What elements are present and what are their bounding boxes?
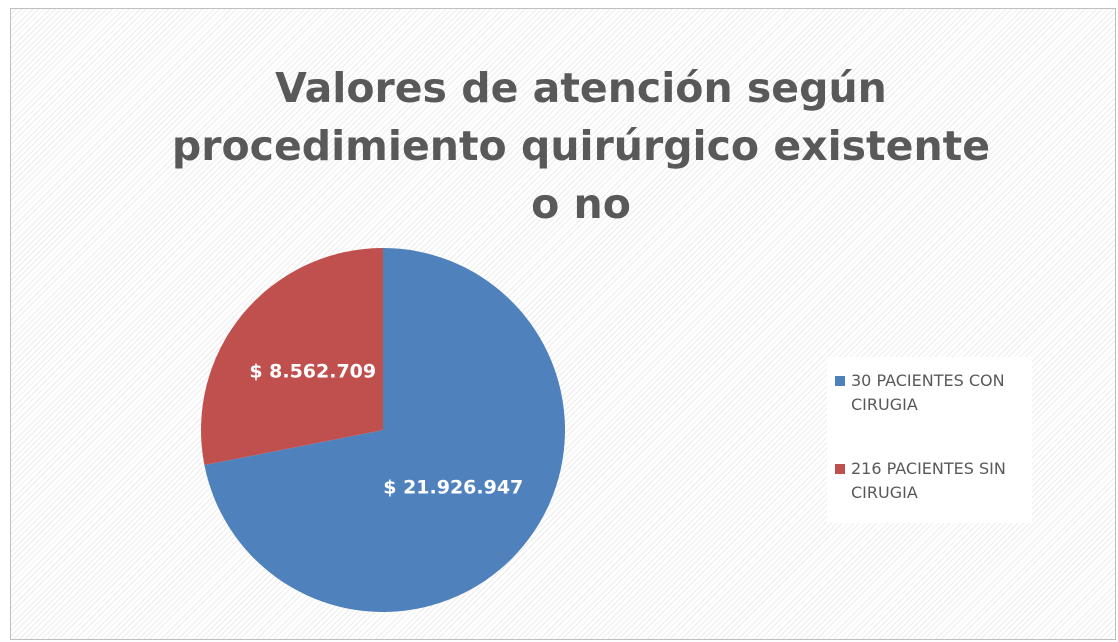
pie-slice xyxy=(201,248,383,466)
data-label: $ 8.562.709 xyxy=(249,361,376,383)
legend: 30 PACIENTES CON CIRUGIA 216 PACIENTES SI… xyxy=(827,357,1032,523)
chart: Valores de atención según procedimiento … xyxy=(10,8,1116,640)
pie: $ 21.926.947 $ 8.562.709 xyxy=(201,248,565,612)
legend-item: 216 PACIENTES SIN CIRUGIA xyxy=(835,457,1043,505)
legend-label: 216 PACIENTES SIN CIRUGIA xyxy=(851,459,1006,502)
pie-slice xyxy=(204,248,565,612)
data-label: $ 21.926.947 xyxy=(383,476,523,498)
legend-swatch xyxy=(835,376,845,386)
chart-title: Valores de atención según procedimiento … xyxy=(171,64,991,228)
legend-swatch xyxy=(835,464,845,474)
legend-label: 30 PACIENTES CON CIRUGIA xyxy=(851,371,1005,414)
legend-item: 30 PACIENTES CON CIRUGIA xyxy=(835,369,1043,417)
